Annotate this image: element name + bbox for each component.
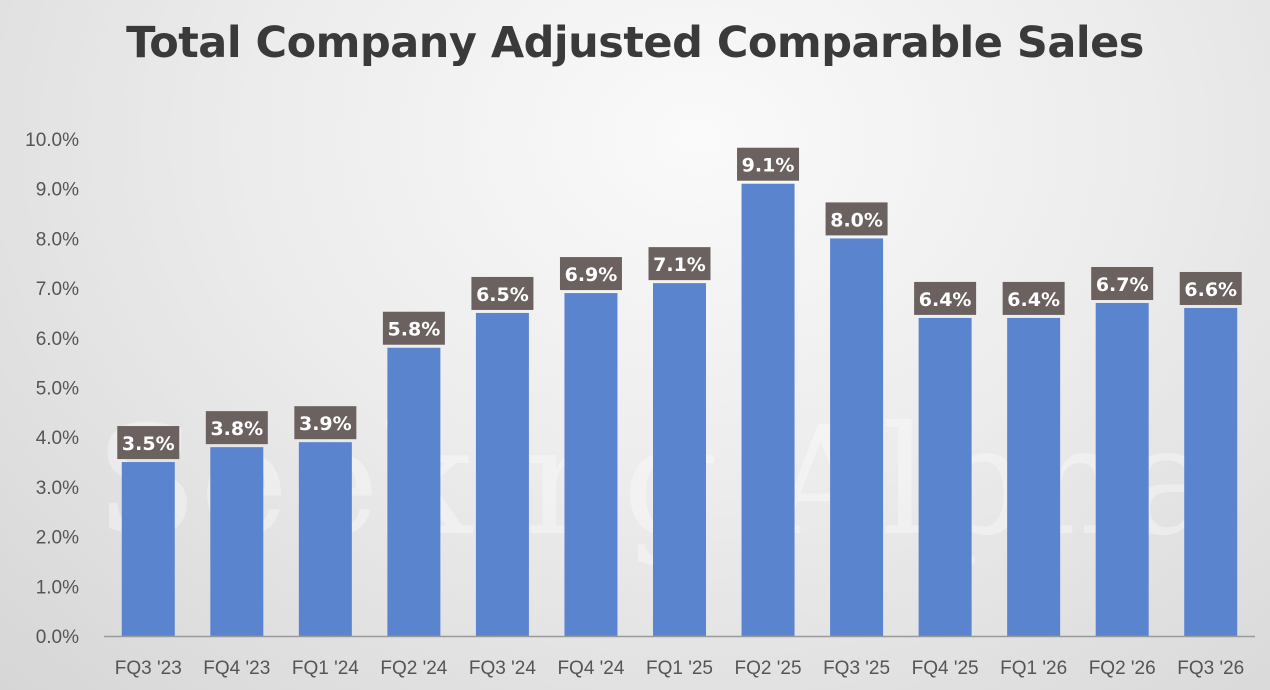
data-label-box xyxy=(1002,281,1065,315)
data-label-box xyxy=(1091,267,1154,301)
data-label: 9.1% xyxy=(742,155,795,177)
x-tick-label: FQ2 '25 xyxy=(735,658,802,679)
data-label-box xyxy=(737,147,800,181)
data-label: 5.8% xyxy=(388,319,441,341)
y-tick-label: 4.0% xyxy=(36,428,79,449)
data-label-box xyxy=(117,426,180,460)
data-label: 6.5% xyxy=(476,284,529,306)
y-tick-label: 5.0% xyxy=(36,379,79,400)
x-tick-label: FQ1 '24 xyxy=(292,658,359,679)
y-tick-label: 0.0% xyxy=(36,627,79,648)
bar xyxy=(387,347,441,636)
y-tick-label: 3.0% xyxy=(36,478,79,499)
data-label-box xyxy=(559,257,622,291)
x-tick-label: FQ4 '25 xyxy=(912,658,979,679)
data-label-box xyxy=(825,202,888,236)
bar xyxy=(564,293,618,636)
data-label: 6.4% xyxy=(1007,289,1060,311)
x-tick-label: FQ4 '24 xyxy=(557,658,624,679)
x-tick-label: FQ3 '23 xyxy=(115,658,182,679)
x-tick-label: FQ3 '26 xyxy=(1177,658,1244,679)
chart-title: Total Company Adjusted Comparable Sales xyxy=(126,18,1144,68)
data-label: 6.6% xyxy=(1184,279,1237,301)
y-tick-label: 1.0% xyxy=(36,577,79,598)
bar xyxy=(121,462,175,636)
y-tick-label: 2.0% xyxy=(36,528,79,549)
bar xyxy=(1095,303,1149,636)
x-tick-label: FQ3 '24 xyxy=(469,658,536,679)
data-label-box xyxy=(648,247,711,281)
bar xyxy=(475,312,529,636)
y-tick-label: 6.0% xyxy=(36,329,79,350)
x-tick-label: FQ1 '25 xyxy=(646,658,713,679)
data-label: 6.9% xyxy=(565,264,618,286)
data-label-box xyxy=(914,281,977,315)
data-label: 6.7% xyxy=(1096,274,1149,296)
bar xyxy=(918,317,972,636)
bar xyxy=(830,238,884,636)
y-tick-label: 7.0% xyxy=(36,279,79,300)
data-label-box xyxy=(1179,271,1242,305)
data-label: 7.1% xyxy=(653,254,706,276)
bar xyxy=(741,183,795,637)
data-label-box xyxy=(471,276,534,310)
data-label: 3.5% xyxy=(122,433,175,455)
bar xyxy=(1007,317,1061,636)
data-label-box xyxy=(382,311,445,345)
bar xyxy=(210,447,264,636)
x-tick-label: FQ2 '24 xyxy=(380,658,447,679)
bar xyxy=(653,283,706,636)
bar xyxy=(298,442,352,636)
data-label: 3.8% xyxy=(210,418,263,440)
x-tick-label: FQ4 '23 xyxy=(203,658,270,679)
x-tick-label: FQ3 '25 xyxy=(823,658,890,679)
y-tick-label: 10.0% xyxy=(25,130,79,151)
data-label: 8.0% xyxy=(830,209,883,231)
x-tick-label: FQ2 '26 xyxy=(1089,658,1156,679)
x-tick-label: FQ1 '26 xyxy=(1000,658,1067,679)
data-label-box xyxy=(205,411,268,445)
y-tick-label: 9.0% xyxy=(36,180,79,201)
bar xyxy=(1184,307,1238,636)
data-label-box xyxy=(294,406,357,440)
y-tick-label: 8.0% xyxy=(36,229,79,250)
data-label: 3.9% xyxy=(299,413,352,435)
data-label: 6.4% xyxy=(919,289,972,311)
